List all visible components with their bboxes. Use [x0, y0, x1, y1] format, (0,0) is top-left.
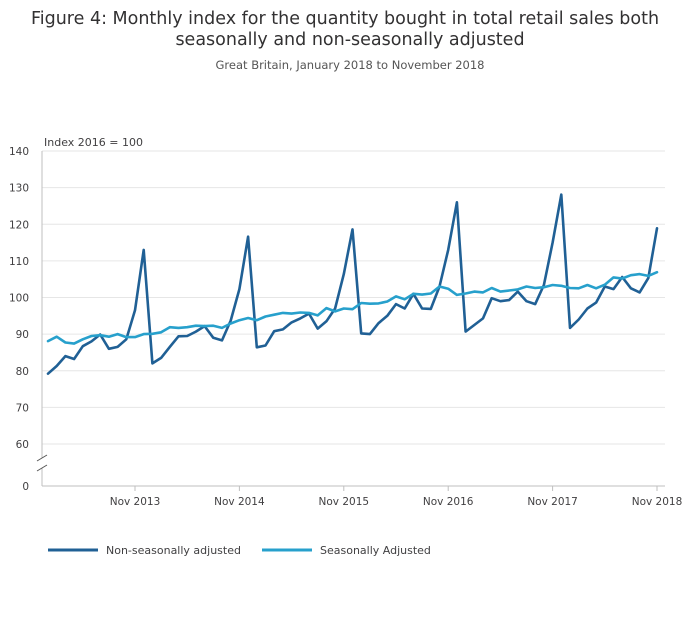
series-line-non-seasonally-adjusted — [46, 193, 659, 376]
axes: 140 130 120 110 100 90 80 70 60 0 Nov 2013 Nov 2014… — [9, 146, 682, 508]
y-tick-label: 120 — [9, 219, 29, 231]
x-tick-label: Nov 2015 — [319, 496, 370, 508]
legend-label-non-seasonally-adjusted: Non-seasonally adjusted — [106, 544, 241, 557]
y-tick-label: 110 — [9, 256, 29, 268]
x-tick-label: Nov 2016 — [423, 496, 474, 508]
y-tick-label: 60 — [16, 439, 29, 451]
axis-break-mark — [36, 454, 48, 462]
y-tick-label: 140 — [9, 146, 29, 158]
chart-subtitle: Great Britain, January 2018 to November … — [216, 58, 485, 72]
x-tick-label: Nov 2013 — [110, 496, 161, 508]
legend-label-seasonally-adjusted: Seasonally Adjusted — [320, 544, 431, 557]
series-lines — [46, 193, 659, 376]
y-tick-label: 70 — [16, 402, 29, 414]
axis-break-mark — [36, 464, 48, 472]
x-tick-label: Nov 2014 — [214, 496, 265, 508]
x-tick-label: Nov 2018 — [632, 496, 683, 508]
y-tick-label: 130 — [9, 183, 29, 195]
chart-title-line-1: Figure 4: Monthly index for the quantity… — [31, 9, 659, 29]
x-tick-label: Nov 2017 — [527, 496, 578, 508]
y-axis-label: Index 2016 = 100 — [44, 136, 143, 149]
chart-title-line-2: seasonally and non-seasonally adjusted — [175, 30, 524, 50]
gridlines — [42, 150, 665, 445]
legend: Non-seasonally adjusted Seasonally Adjus… — [48, 544, 431, 557]
y-tick-label: 90 — [16, 329, 29, 341]
y-tick-label: 100 — [9, 293, 29, 305]
y-tick-label-zero: 0 — [22, 481, 29, 493]
y-tick-label: 80 — [16, 366, 29, 378]
series-line-seasonally-adjusted — [46, 270, 659, 345]
